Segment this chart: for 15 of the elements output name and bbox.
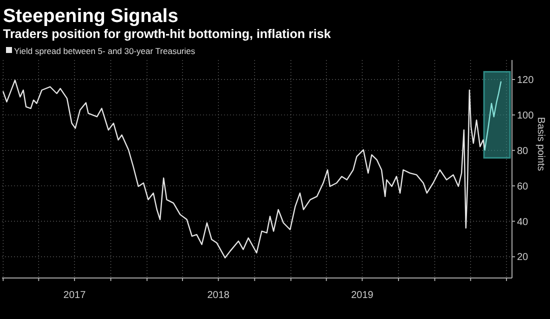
y-tick-label: 40: [517, 216, 529, 228]
x-tick-label: 2017: [63, 290, 86, 301]
y-tick-label: 80: [517, 146, 529, 157]
y-axis-title: Basis points: [535, 117, 546, 171]
y-tick-label: 100: [517, 110, 534, 122]
x-tick-label: 2018: [207, 290, 230, 301]
chart-subtitle: Traders position for growth-hit bottoming, inflation risk: [3, 27, 331, 41]
line-series: [2, 80, 486, 258]
legend-label: Yield spread between 5- and 30-year Treasuries: [14, 46, 196, 56]
x-tick-label: 2019: [351, 290, 374, 301]
y-tick-label: 20: [517, 252, 529, 264]
chart-title: Steepening Signals: [3, 6, 178, 27]
line-series: [484, 81, 502, 150]
y-tick-label: 120: [517, 74, 534, 86]
y-tick-label: 60: [517, 181, 529, 192]
